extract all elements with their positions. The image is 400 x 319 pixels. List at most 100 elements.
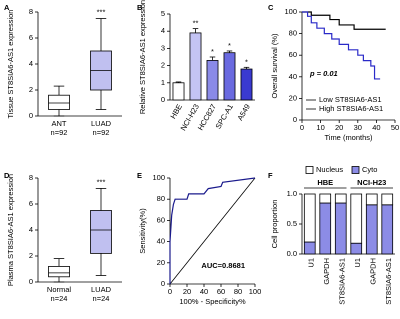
box [90,210,112,254]
category-label: HBE [168,102,184,120]
curve [302,11,381,80]
bar-segment [381,193,394,206]
y-tick-label: 0.0 [287,249,297,258]
sample-size: n=92 [93,128,110,137]
y-tick-label: 0.5 [287,219,297,228]
y-axis-title: Cell proportion [270,200,279,249]
y-tick-label: 6 [29,199,33,208]
group-label: HBE [317,178,333,187]
legend-swatch [305,166,314,174]
category-label: ST8SIA6-AS1 [338,258,347,305]
y-tick-label: 60 [157,215,165,224]
y-tick-label: 2 [29,251,33,260]
panel-label: B [137,3,143,12]
bar-segment [365,193,378,206]
y-tick-label: 5 [161,9,165,18]
bar-segment [334,193,347,204]
y-tick-label: 80 [289,29,297,38]
y-axis-title: Overall survival (%) [270,33,279,99]
x-tick-label: 80 [234,287,242,296]
y-tick-label: 0 [161,95,165,104]
x-tick-label: 0 [300,123,304,132]
x-tick-label: 30 [354,123,362,132]
sample-size: n=24 [93,294,110,303]
category-label: GAPDH [322,258,331,285]
legend-label: Low ST8SIA6-AS1 [319,95,382,104]
legend-label: High ST8SIA6-AS1 [319,104,383,113]
x-tick-label: 20 [183,287,191,296]
annotation: p = 0.01 [309,69,338,78]
panel-label: E [137,171,142,180]
bar-segment [350,193,363,244]
annotation: AUC=0.8681 [201,261,245,270]
category-label: U1 [307,258,316,268]
significance: ** [193,19,199,28]
y-tick-label: 0 [161,279,165,288]
category-label: ANT [52,119,67,128]
y-tick-label: 0 [293,115,297,124]
x-axis-title: Time (months) [324,133,373,142]
panel-label: C [268,3,274,12]
x-tick-label: 0 [168,287,172,296]
bar-segment [365,204,378,255]
significance: *** [97,7,106,16]
y-tick-label: 0 [29,111,33,120]
bar [172,82,185,101]
category-label: ST8SIA6-AS1 [384,258,393,305]
reference-line [169,177,256,285]
y-tick-label: 0 [29,277,33,286]
bar-segment [381,204,394,255]
y-tick-label: 8 [29,7,33,16]
y-axis-title: Plasma ST8SIA6-AS1 expression [6,174,15,286]
y-tick-label: 40 [157,237,165,246]
category-label: LUAD [91,119,112,128]
category-label: Normal [47,285,72,294]
bar-segment [350,242,363,255]
x-tick-label: 40 [200,287,208,296]
bar-segment [319,202,332,255]
sample-size: n=24 [51,294,68,303]
y-tick-label: 6 [29,33,33,42]
y-tick-label: 1 [161,78,165,87]
y-tick-label: 2 [29,85,33,94]
y-tick-label: 60 [289,50,297,59]
x-axis-title: 100% - Specificity% [179,297,246,306]
panel-label: F [268,171,273,180]
panel-label: D [4,171,10,180]
y-axis-title: Tissue ST8SIA6-AS1 expression [6,10,15,119]
y-tick-label: 20 [157,258,165,267]
x-tick-label: 40 [372,123,380,132]
category-label: GAPDH [369,258,378,285]
y-tick-label: 4 [29,59,33,68]
y-tick-label: 20 [289,93,297,102]
curve [302,11,386,30]
curve [169,177,256,284]
y-tick-label: 1.0 [287,189,297,198]
bar-segment [303,241,316,255]
x-tick-label: 10 [316,123,324,132]
y-tick-label: 80 [157,194,165,203]
legend-label: Cyto [362,165,377,174]
group-label: NCI-H23 [357,178,386,187]
y-tick-label: 4 [161,26,165,35]
x-tick-label: 60 [217,287,225,296]
x-tick-label: 20 [335,123,343,132]
bar [189,32,202,101]
category-label: U1 [353,258,362,268]
significance: * [228,41,231,50]
significance: * [211,47,214,56]
y-tick-label: 2 [161,61,165,70]
significance: * [245,57,248,66]
bar [206,60,219,101]
category-label: LUAD [91,285,112,294]
y-tick-label: 8 [29,173,33,182]
box [48,265,70,278]
bar-segment [319,193,332,204]
y-tick-label: 100 [152,173,165,182]
bar [240,68,253,101]
x-tick-label: 100 [249,287,262,296]
y-axis-title: Sensitivity(%) [138,208,147,254]
bar-segment [334,202,347,255]
panel-label: A [4,3,10,12]
